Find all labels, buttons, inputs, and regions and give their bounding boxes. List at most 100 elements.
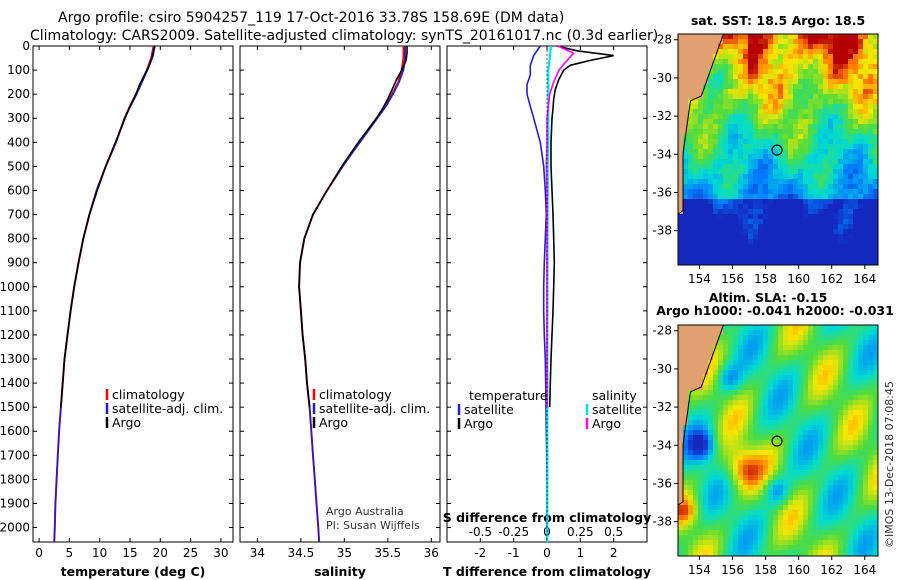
map-cell — [808, 239, 813, 244]
map-cell — [733, 139, 738, 144]
map-cell — [848, 134, 853, 139]
map-cell — [693, 425, 698, 430]
map-cell — [828, 239, 833, 244]
map-cell — [768, 224, 773, 229]
map-cell — [778, 405, 783, 410]
map-cell — [798, 174, 803, 179]
map-cell — [728, 425, 733, 430]
map-cell — [763, 99, 768, 104]
map-cell — [843, 84, 848, 89]
map-cell — [853, 99, 858, 104]
map-cell — [753, 34, 758, 39]
map-cell — [753, 144, 758, 149]
map-cell — [718, 480, 723, 485]
map-cell — [853, 330, 858, 335]
map-cell — [828, 485, 833, 490]
map-cell — [823, 94, 828, 99]
map-cell — [858, 94, 863, 99]
map-y-tick-label: -36 — [652, 476, 672, 490]
map-cell — [758, 114, 763, 119]
map-cell — [703, 114, 708, 119]
map-cell — [793, 104, 798, 109]
map-cell — [738, 79, 743, 84]
map-cell — [703, 134, 708, 139]
map-cell — [723, 410, 728, 415]
map-cell — [788, 194, 793, 199]
map-cell — [828, 515, 833, 520]
map-cell — [708, 164, 713, 169]
map-cell — [723, 380, 728, 385]
map-cell — [743, 550, 748, 555]
map-cell — [708, 550, 713, 555]
map-cell — [743, 450, 748, 455]
map-cell — [768, 79, 773, 84]
map-cell — [828, 59, 833, 64]
map-cell — [723, 420, 728, 425]
map-subtitle: Argo h1000: -0.041 h2000: -0.031 — [656, 303, 894, 318]
map-cell — [733, 540, 738, 545]
map-cell — [733, 159, 738, 164]
map-cell — [768, 420, 773, 425]
map-cell — [758, 475, 763, 480]
map-cell — [843, 365, 848, 370]
map-cell — [758, 154, 763, 159]
map-cell — [818, 440, 823, 445]
map-cell — [778, 134, 783, 139]
map-cell — [838, 234, 843, 239]
map-cell — [688, 64, 693, 69]
map-cell — [753, 455, 758, 460]
map-cell — [793, 184, 798, 189]
map-cell — [713, 44, 718, 49]
map-cell — [778, 375, 783, 380]
map-cell — [783, 550, 788, 555]
legend-label: Argo — [319, 415, 348, 430]
map-cell — [733, 475, 738, 480]
map-cell — [853, 520, 858, 525]
map-cell — [738, 520, 743, 525]
map-cell — [783, 209, 788, 214]
map-cell — [833, 204, 838, 209]
map-cell — [788, 179, 793, 184]
map-cell — [828, 189, 833, 194]
map-cell — [803, 385, 808, 390]
map-cell — [858, 350, 863, 355]
map-cell — [763, 249, 768, 254]
map-cell — [698, 390, 703, 395]
map-cell — [803, 109, 808, 114]
map-cell — [718, 229, 723, 234]
map-cell — [853, 149, 858, 154]
map-cell — [753, 490, 758, 495]
map-cell — [748, 104, 753, 109]
map-cell — [758, 179, 763, 184]
map-cell — [828, 465, 833, 470]
map-cell — [683, 194, 688, 199]
map-cell — [683, 410, 688, 415]
map-cell — [708, 325, 713, 330]
map-cell — [868, 229, 873, 234]
map-cell — [843, 129, 848, 134]
map-cell — [708, 390, 713, 395]
map-cell — [723, 465, 728, 470]
map-cell — [808, 144, 813, 149]
map-cell — [803, 149, 808, 154]
map-cell — [728, 340, 733, 345]
map-cell — [803, 410, 808, 415]
map-cell — [853, 59, 858, 64]
map-cell — [718, 184, 723, 189]
map-cell — [843, 74, 848, 79]
map-cell — [848, 259, 853, 264]
map-cell — [803, 219, 808, 224]
map-cell — [763, 224, 768, 229]
map-cell — [748, 340, 753, 345]
map-cell — [683, 254, 688, 259]
map-cell — [743, 49, 748, 54]
map-cell — [793, 44, 798, 49]
map-cell — [873, 490, 878, 495]
map-cell — [813, 510, 818, 515]
map-cell — [823, 330, 828, 335]
map-cell — [723, 490, 728, 495]
map-cell — [783, 515, 788, 520]
map-cell — [698, 154, 703, 159]
map-cell — [708, 59, 713, 64]
map-cell — [843, 179, 848, 184]
